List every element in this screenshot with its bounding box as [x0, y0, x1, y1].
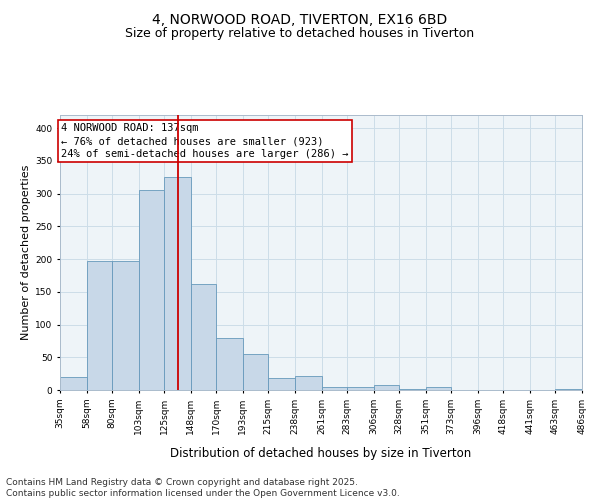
Bar [295, 376, 322, 390]
Text: Contains HM Land Registry data © Crown copyright and database right 2025.
Contai: Contains HM Land Registry data © Crown c… [6, 478, 400, 498]
Bar [191, 284, 216, 390]
Bar [268, 378, 295, 390]
Y-axis label: Number of detached properties: Number of detached properties [21, 165, 31, 340]
Text: 4 NORWOOD ROAD: 137sqm
← 76% of detached houses are smaller (923)
24% of semi-de: 4 NORWOOD ROAD: 137sqm ← 76% of detached… [61, 123, 349, 160]
Bar [426, 386, 451, 390]
Bar [164, 177, 191, 390]
Bar [322, 386, 347, 390]
Bar [112, 261, 139, 390]
Text: 4, NORWOOD ROAD, TIVERTON, EX16 6BD: 4, NORWOOD ROAD, TIVERTON, EX16 6BD [152, 12, 448, 26]
Bar [347, 386, 374, 390]
Bar [139, 190, 164, 390]
Text: Distribution of detached houses by size in Tiverton: Distribution of detached houses by size … [170, 448, 472, 460]
Bar [216, 338, 243, 390]
Text: Size of property relative to detached houses in Tiverton: Size of property relative to detached ho… [125, 28, 475, 40]
Bar [374, 386, 399, 390]
Bar [86, 261, 112, 390]
Bar [243, 354, 268, 390]
Bar [60, 377, 86, 390]
